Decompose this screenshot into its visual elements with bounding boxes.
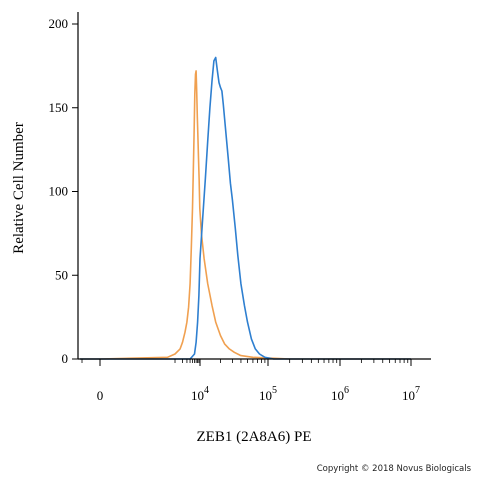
x-tick-base: 10 xyxy=(331,388,344,403)
x-tick-exponent: 4 xyxy=(204,385,209,396)
x-tick-base: 10 xyxy=(402,388,415,403)
histogram-series-0 xyxy=(80,70,411,360)
x-tick-exponent: 5 xyxy=(272,385,277,396)
y-tick-label: 150 xyxy=(49,100,69,115)
x-tick-label: 106 xyxy=(331,385,349,403)
plot-area xyxy=(80,56,411,360)
x-tick-label: 0 xyxy=(97,388,104,403)
x-tick-base: 0 xyxy=(97,388,104,403)
x-ticks: 0 104 105 106 107 xyxy=(81,359,420,403)
y-axis-title: Relative Cell Number xyxy=(11,122,27,254)
y-tick-label: 100 xyxy=(49,184,69,199)
x-tick-base: 10 xyxy=(259,388,272,403)
x-axis-title: ZEB1 (2A8A6) PE xyxy=(197,429,312,445)
y-tick-label: 0 xyxy=(62,351,69,366)
x-tick-exponent: 6 xyxy=(344,385,349,396)
x-tick-label: 105 xyxy=(259,385,277,403)
histogram-series-1 xyxy=(80,56,411,360)
x-tick-base: 10 xyxy=(191,388,204,403)
y-tick-label: 50 xyxy=(55,267,68,282)
axes xyxy=(77,12,431,360)
x-tick-label: 104 xyxy=(191,385,209,403)
x-tick-label: 107 xyxy=(402,385,420,403)
copyright-text: Copyright © 2018 Novus Biologicals xyxy=(317,464,472,474)
y-tick-label: 200 xyxy=(49,16,69,31)
y-ticks: 0 50 100 150 200 xyxy=(49,16,78,366)
x-tick-exponent: 7 xyxy=(415,385,420,396)
